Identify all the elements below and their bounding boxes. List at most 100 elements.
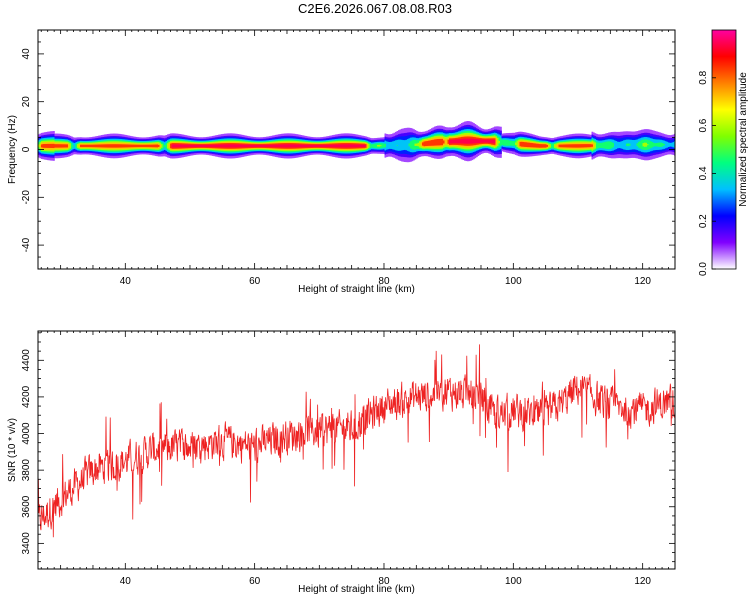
heatmap-cell: [42, 144, 45, 148]
heatmap-cell: [573, 144, 576, 148]
heatmap-cell: [516, 140, 519, 148]
heatmap-cell: [639, 140, 642, 149]
heatmap-cell: [411, 140, 414, 150]
heatmap-cell: [156, 144, 159, 148]
heatmap-cell: [153, 144, 156, 148]
heatmap-cell: [246, 144, 249, 148]
heatmap-cell: [243, 144, 246, 148]
y-tick-label: -20: [21, 190, 32, 205]
heatmap-cell: [104, 144, 106, 148]
heatmap-cell: [327, 144, 330, 148]
heatmap-cell: [503, 139, 505, 146]
heatmap-cell: [188, 144, 190, 148]
heatmap-cell: [545, 144, 547, 148]
heatmap-cell: [45, 143, 48, 148]
heatmap-cell: [281, 144, 283, 148]
heatmap-cell: [335, 144, 337, 148]
heatmap-cell: [293, 144, 295, 148]
heatmap-cell: [267, 144, 270, 148]
heatmap-cell: [141, 144, 144, 148]
x-tick-label: 100: [505, 576, 522, 587]
heatmap-cell: [80, 144, 82, 148]
heatmap-cell: [63, 144, 66, 148]
heatmap-cell: [602, 142, 604, 149]
plot-frame: [37, 330, 676, 570]
heatmap-cell: [44, 143, 46, 148]
heatmap-cell: [159, 144, 162, 148]
heatmap-cell: [53, 143, 55, 149]
heatmap-cell: [276, 144, 279, 148]
heatmap-cell: [414, 143, 417, 146]
heatmap-cell: [375, 143, 378, 149]
heatmap-cell: [585, 144, 588, 148]
heatmap-cell: [356, 144, 358, 148]
heatmap-cell: [660, 142, 663, 147]
heatmap-cell: [134, 144, 136, 148]
heatmap-cell: [581, 144, 583, 148]
heatmap-cell: [69, 143, 72, 149]
heatmap-cell: [399, 139, 402, 151]
heatmap-cell: [548, 144, 550, 148]
heatmap-plot: 40 60 80 100 120 -40 -20 0 20 40 Height of straigh…: [7, 29, 676, 295]
heatmap-cell: [62, 144, 64, 148]
heatmap-cell: [657, 142, 660, 147]
heatmap-cell: [485, 139, 487, 143]
heatmap-cell: [474, 138, 477, 144]
heatmap-cell: [432, 139, 435, 146]
heatmap-cell: [263, 144, 265, 148]
heatmap-cell: [555, 144, 558, 147]
heatmap-cell: [96, 144, 99, 148]
heatmap-cell: [219, 144, 222, 148]
heatmap-cell: [417, 142, 420, 147]
heatmap-cell: [410, 141, 412, 149]
heatmap-cell: [288, 144, 291, 148]
heatmap-cell: [74, 142, 76, 149]
heatmap-cell: [480, 139, 483, 143]
heatmap-cell: [537, 143, 540, 148]
heatmap-cell: [216, 144, 219, 148]
heatmap-cell: [501, 139, 504, 146]
heatmap-cell: [666, 141, 669, 148]
heatmap-cell: [512, 140, 514, 146]
heatmap-cell: [567, 144, 570, 148]
heatmap-cell: [221, 144, 223, 148]
heatmap-cell: [99, 144, 102, 148]
heatmap-cell: [539, 144, 541, 148]
heatmap-cell: [446, 138, 448, 145]
x-tick-label: 60: [249, 576, 261, 587]
heatmap-cell: [236, 144, 238, 148]
heatmap-cell: [89, 144, 91, 148]
heatmap-cell: [360, 144, 363, 148]
heatmap-cell: [456, 139, 459, 144]
heatmap-cell: [66, 144, 69, 148]
heatmap-cell: [372, 143, 375, 148]
heatmap-cell: [644, 142, 646, 147]
heatmap-cell: [191, 144, 193, 148]
heatmap-cell: [237, 144, 240, 148]
heatmap-cell: [654, 143, 657, 147]
heatmap-cell: [150, 144, 153, 148]
heatmap-cell: [401, 139, 403, 151]
snr-plot: 40 60 80 100 120 3400 3600 3800 4000 4200 4400 Heig…: [7, 330, 676, 595]
heatmap-cell: [117, 144, 120, 148]
heatmap-cell: [453, 139, 456, 144]
heatmap-cell: [408, 143, 411, 147]
heatmap-cell: [389, 142, 391, 149]
heatmap-cell: [407, 139, 409, 151]
heatmap-cell: [597, 142, 600, 149]
heatmap-cell: [231, 144, 234, 148]
heatmap-cell: [617, 141, 619, 149]
heatmap-cell: [195, 144, 198, 148]
heatmap-cell: [296, 144, 298, 148]
colorbar-tick-label: 0.0: [698, 262, 709, 276]
heatmap-cell: [270, 144, 273, 148]
heatmap-cell: [93, 144, 96, 148]
heatmap-cell: [437, 139, 439, 146]
heatmap-cell: [489, 139, 492, 143]
heatmap-cell: [509, 140, 511, 146]
heatmap-cell: [536, 143, 538, 148]
heatmap-cell: [614, 140, 616, 150]
heatmap-cell: [300, 144, 303, 148]
heatmap-cell: [470, 138, 472, 144]
